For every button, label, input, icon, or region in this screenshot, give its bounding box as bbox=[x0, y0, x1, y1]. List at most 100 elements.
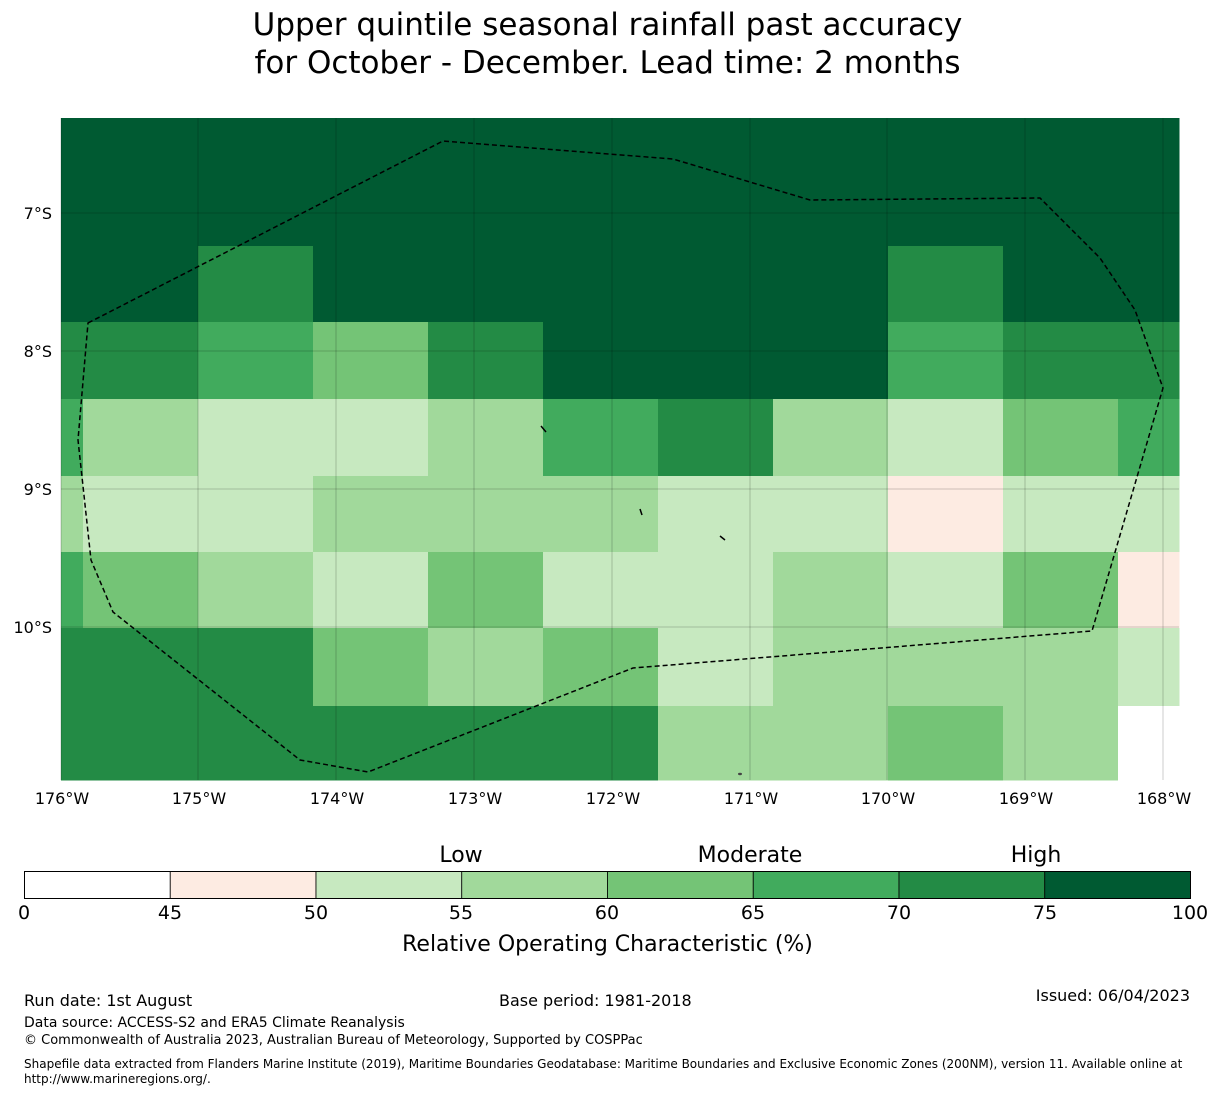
map-grid-cell bbox=[658, 476, 774, 553]
lat-tick-label: 7°S bbox=[23, 204, 52, 223]
map-grid-cell bbox=[888, 706, 1004, 781]
lon-tick-label: 175°W bbox=[171, 789, 227, 808]
map-grid-cell bbox=[313, 246, 429, 323]
lon-tick-label: 172°W bbox=[585, 789, 641, 808]
colorbar-swatch bbox=[607, 871, 754, 899]
accuracy-map bbox=[60, 118, 1180, 781]
map-grid-cell bbox=[198, 246, 314, 323]
map-grid-cell bbox=[773, 399, 889, 477]
map-grid-cell bbox=[888, 118, 1004, 247]
map-grid-cell bbox=[773, 322, 889, 400]
map-grid-cell bbox=[1003, 628, 1119, 707]
map-grid-cell bbox=[198, 552, 314, 629]
map-grid-cell bbox=[1118, 628, 1180, 707]
category-high: High bbox=[1010, 843, 1062, 868]
lon-tick-label: 168°W bbox=[1136, 789, 1192, 808]
run-date: Run date: 1st August bbox=[24, 991, 193, 1010]
colorbar-tick: 75 bbox=[1032, 902, 1058, 924]
map-grid-cell bbox=[198, 118, 314, 247]
colorbar-tick: 0 bbox=[17, 902, 31, 924]
colorbar-label: Relative Operating Characteristic (%) bbox=[402, 932, 813, 957]
map-grid-cell bbox=[1118, 118, 1180, 247]
map-grid-cell bbox=[61, 706, 84, 781]
colorbar-tick: 45 bbox=[157, 902, 183, 924]
lon-tick-label: 174°W bbox=[309, 789, 365, 808]
map-grid-cell bbox=[658, 118, 774, 247]
map-grid-cell bbox=[888, 246, 1004, 323]
colorbar-swatch bbox=[315, 871, 463, 899]
map-grid-cell bbox=[198, 399, 314, 477]
map-grid-cell bbox=[61, 322, 84, 400]
map-grid-cell bbox=[313, 552, 429, 629]
map-grid-cell bbox=[83, 476, 199, 553]
map-grid-cell bbox=[658, 706, 774, 781]
map-grid-cell bbox=[1118, 246, 1180, 323]
map-grid-cell bbox=[313, 399, 429, 477]
map-grid-cell bbox=[313, 476, 429, 553]
map-grid-cell bbox=[1003, 552, 1119, 629]
island-shape bbox=[540, 425, 547, 433]
category-low: Low bbox=[439, 843, 483, 868]
map-grid-cell bbox=[1003, 476, 1119, 553]
map-grid-cell bbox=[658, 399, 774, 477]
colorbar-swatch bbox=[898, 871, 1046, 899]
map-grid-cell bbox=[543, 118, 659, 247]
category-moderate: Moderate bbox=[697, 843, 803, 868]
map-grid-cell bbox=[313, 322, 429, 400]
colorbar-tick: 100 bbox=[1171, 902, 1209, 924]
map-grid-cell bbox=[428, 706, 544, 781]
map-grid-cell bbox=[773, 706, 889, 781]
lon-tick-label: 170°W bbox=[860, 789, 916, 808]
map-grid-cell bbox=[543, 706, 659, 781]
map-grid-cell bbox=[83, 706, 199, 781]
lon-tick-label: 173°W bbox=[447, 789, 503, 808]
map-grid-cell bbox=[658, 628, 774, 707]
map-grid-cell bbox=[888, 399, 1004, 477]
map-grid-cells bbox=[61, 118, 1180, 781]
map-grid-cell bbox=[543, 399, 659, 477]
map-grid-cell bbox=[428, 118, 544, 247]
map-grid-cell bbox=[428, 246, 544, 323]
map-grid-cell bbox=[428, 476, 544, 553]
map-grid-cell bbox=[198, 628, 314, 707]
map-grid-cell bbox=[61, 552, 84, 629]
map-title-line-2: for October - December. Lead time: 2 mon… bbox=[254, 45, 961, 81]
map-grid-cell bbox=[83, 322, 199, 400]
map-grid-cell bbox=[658, 552, 774, 629]
map-grid-cell bbox=[61, 476, 84, 553]
colorbar-swatch bbox=[169, 871, 317, 899]
map-grid-cell bbox=[428, 322, 544, 400]
map-grid-cell bbox=[428, 552, 544, 629]
map-grid-cell bbox=[198, 322, 314, 400]
map-grid-cell bbox=[83, 118, 199, 247]
lat-tick-label: 10°S bbox=[13, 618, 52, 637]
map-grid-cell bbox=[773, 246, 889, 323]
map-grid-cell bbox=[888, 628, 1004, 707]
shapefile-credit: Shapefile data extracted from Flanders M… bbox=[24, 1057, 1183, 1086]
map-grid-cell bbox=[773, 476, 889, 553]
map-grid-cell bbox=[428, 628, 544, 707]
map-grid-cell bbox=[313, 118, 429, 247]
map-grid-cell bbox=[1003, 706, 1119, 781]
colorbar-tick: 55 bbox=[448, 902, 474, 924]
colorbar-swatches bbox=[24, 871, 1191, 899]
map-grid-cell bbox=[543, 552, 659, 629]
map-grid-cell bbox=[61, 628, 84, 707]
map-grid-cell bbox=[83, 246, 199, 323]
map-title-line-1: Upper quintile seasonal rainfall past ac… bbox=[252, 7, 963, 43]
map-grid-cell bbox=[198, 706, 314, 781]
colorbar bbox=[24, 871, 1191, 899]
data-source: Data source: ACCESS-S2 and ERA5 Climate … bbox=[24, 1015, 405, 1031]
colorbar-tick: 65 bbox=[740, 902, 766, 924]
map-grid-cell bbox=[83, 628, 199, 707]
map-grid-cell bbox=[1118, 552, 1180, 629]
map-gridlines bbox=[60, 118, 1179, 780]
map-grid-cell bbox=[61, 246, 84, 323]
issued-date: Issued: 06/04/2023 bbox=[1035, 986, 1190, 1005]
map-grid-cell bbox=[1003, 399, 1119, 477]
colorbar-frame bbox=[24, 871, 1191, 899]
lon-tick-label: 169°W bbox=[998, 789, 1054, 808]
map-grid-cell bbox=[83, 552, 199, 629]
base-period: Base period: 1981-2018 bbox=[499, 991, 692, 1010]
map-grid-cell bbox=[773, 552, 889, 629]
